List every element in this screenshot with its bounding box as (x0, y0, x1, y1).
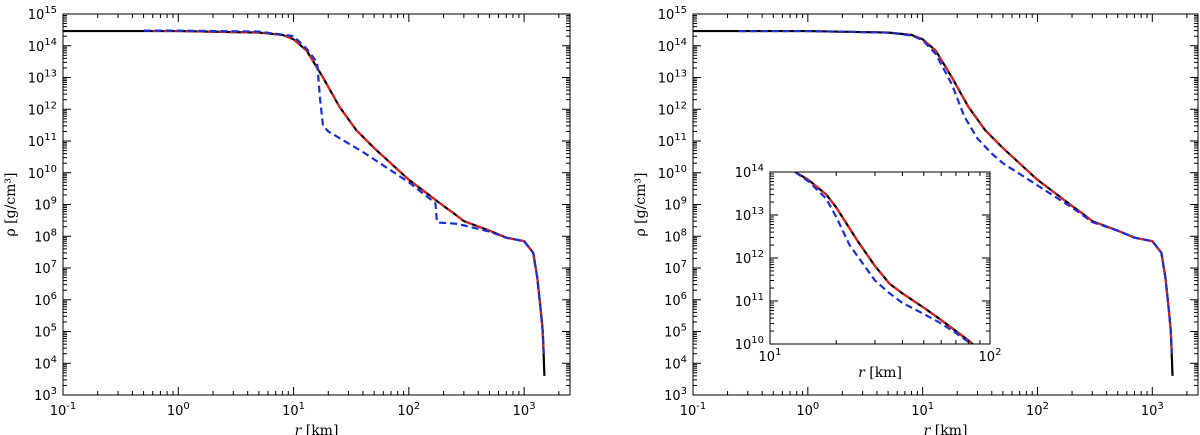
left-chart-ytick-label: 1014 (28, 37, 57, 55)
left-chart-ytick-label: 1015 (28, 5, 57, 23)
inset-chart-ytick-label: 1014 (735, 163, 764, 181)
inset-chart-xtick-label: 101 (759, 347, 782, 365)
inset-chart-plot: 101 102 1010 1011 1012 1013 1014 r [km] (735, 163, 1002, 381)
right-chart-ytick-label: 1015 (658, 5, 687, 23)
inset-chart-ytick-label: 1013 (735, 206, 764, 224)
right-chart-ytick-label: 104 (664, 354, 687, 372)
left-chart-ytick-label: 104 (34, 354, 57, 372)
inset-chart-xtick-label: 102 (979, 347, 1002, 365)
left-chart-series-1-line (152, 29, 545, 354)
right-chart-xtick-label: 100 (796, 401, 819, 419)
right-chart-series-2-line (738, 29, 1173, 354)
right-chart-xlabel: r [km] (924, 423, 968, 435)
left-chart-ylabel: ρ [g/cm³] (3, 172, 19, 236)
left-chart-ytick-label: 1012 (28, 100, 57, 118)
left-chart-series-0-line (63, 29, 546, 376)
right-chart-series-group (693, 29, 1174, 376)
right-chart-ytick-label: 103 (664, 386, 687, 404)
left-chart-ytick-label: 1013 (28, 69, 57, 87)
inset-chart-series-2-line (794, 172, 973, 344)
right-chart-xtick-label: 102 (1026, 401, 1049, 419)
left-chart-xtick-label: 102 (397, 401, 420, 419)
left-chart-ytick-label: 107 (34, 259, 57, 277)
left-chart-ytick-label: 108 (34, 227, 57, 245)
right-chart-plot: 10-1 100 101 102 103 103 104 105 106 107 108 109 101… (633, 5, 1199, 435)
right-chart-ytick-label: 108 (664, 227, 687, 245)
left-chart-plot: 10-1 100 101 102 103 103 104 105 106 107 108 109 101… (3, 5, 571, 435)
right-chart-ylabel: ρ [g/cm³] (633, 172, 649, 236)
left-chart-xlabel: r [km] (295, 423, 339, 435)
right-chart-ytick-label: 1012 (658, 100, 687, 118)
left-chart-series-group (63, 29, 546, 376)
right-chart-ytick-label: 1010 (658, 164, 687, 182)
right-chart-ytick-label: 109 (664, 196, 687, 214)
right-chart-xtick-label: 103 (1141, 401, 1164, 419)
inset-chart-series-group (794, 172, 975, 344)
left-chart-ytick-label: 109 (34, 196, 57, 214)
left-chart-frame (62, 13, 571, 396)
right-chart-ytick-label: 1013 (658, 69, 687, 87)
right-chart-xtick-label: 101 (911, 401, 934, 419)
inset-chart-background (770, 172, 990, 344)
inset-chart-ytick-label: 1010 (735, 335, 764, 353)
right-chart-ytick-label: 1011 (658, 132, 687, 150)
inset-chart-series-1-line (794, 172, 975, 344)
inset-chart-xlabel: r [km] (858, 365, 902, 381)
left-chart-series-2-line (143, 29, 545, 354)
right-chart-xtick-label: 10-1 (680, 401, 707, 419)
inset-chart-ytick-label: 1012 (735, 249, 764, 267)
left-chart-ytick-label: 105 (34, 323, 57, 341)
left-chart-ytick-label: 103 (34, 386, 57, 404)
left-chart-xtick-label: 103 (513, 401, 536, 419)
left-chart-ytick-label: 106 (34, 291, 57, 309)
left-chart-xtick-label: 10-1 (50, 401, 77, 419)
right-chart-ytick-label: 106 (664, 291, 687, 309)
left-chart-xtick-label: 101 (282, 401, 305, 419)
left-chart-ytick-label: 1010 (28, 164, 57, 182)
left-chart-ytick-label: 1011 (28, 132, 57, 150)
right-chart-ytick-label: 107 (664, 259, 687, 277)
left-chart-xtick-label: 100 (167, 401, 190, 419)
right-chart-ytick-label: 1014 (658, 37, 687, 55)
inset-chart-ytick-label: 1011 (735, 292, 764, 310)
right-chart-ytick-label: 105 (664, 323, 687, 341)
